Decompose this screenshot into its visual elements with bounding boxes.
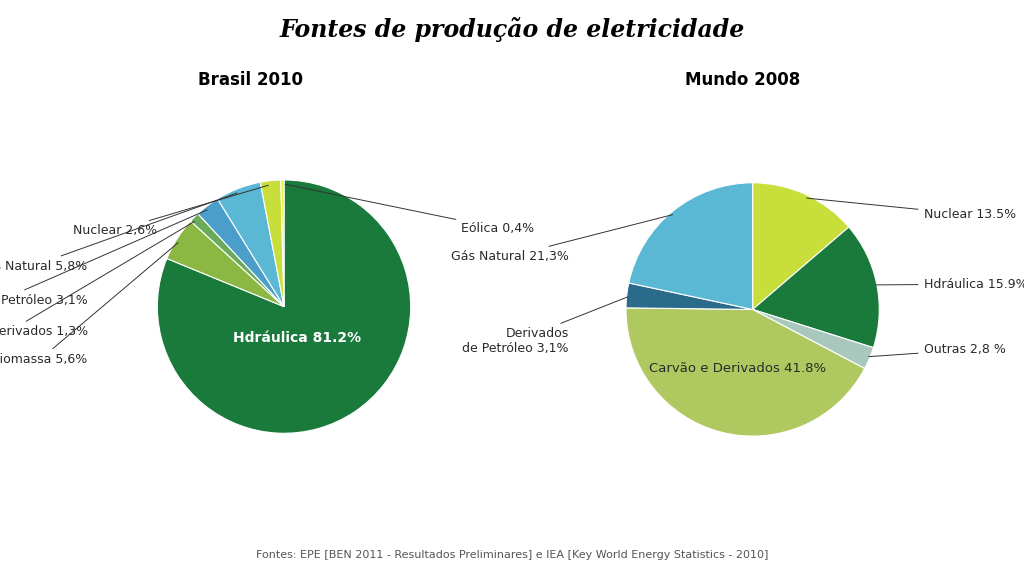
Wedge shape [190,214,284,307]
Text: Carvão e Derivados 1,3%: Carvão e Derivados 1,3% [0,221,195,339]
Wedge shape [167,221,284,307]
Text: Biomassa 5,6%: Biomassa 5,6% [0,242,178,366]
Text: Nuclear 13.5%: Nuclear 13.5% [807,198,1016,221]
Text: Derivados de Petróleo 3,1%: Derivados de Petróleo 3,1% [0,210,207,307]
Wedge shape [198,199,284,307]
Wedge shape [629,183,753,310]
Wedge shape [753,227,880,348]
Wedge shape [217,182,284,307]
Wedge shape [626,283,753,310]
Wedge shape [626,308,864,436]
Text: Outras 2,8 %: Outras 2,8 % [868,344,1006,357]
Wedge shape [753,310,873,369]
Wedge shape [158,180,411,433]
Text: Carvão e Derivados 41.8%: Carvão e Derivados 41.8% [649,362,826,375]
Wedge shape [281,180,284,307]
Wedge shape [260,180,284,307]
Text: Fontes de produção de eletricidade: Fontes de produção de eletricidade [280,17,744,42]
Text: Hdráulica 81.2%: Hdráulica 81.2% [232,331,360,345]
Text: Derivados
de Petróleo 3,1%: Derivados de Petróleo 3,1% [463,297,628,355]
Text: Eólica 0,4%: Eólica 0,4% [286,184,535,234]
Text: Fontes: EPE [BEN 2011 - Resultados Preliminares] e IEA [Key World Energy Statist: Fontes: EPE [BEN 2011 - Resultados Preli… [256,550,768,560]
Text: Mundo 2008: Mundo 2008 [685,71,800,89]
Text: Gás Natural 21,3%: Gás Natural 21,3% [452,215,673,263]
Wedge shape [753,183,849,310]
Text: Hdráulica 15.9%: Hdráulica 15.9% [876,278,1024,291]
Text: Gás Natural 5,8%: Gás Natural 5,8% [0,193,237,273]
Text: Nuclear 2,6%: Nuclear 2,6% [74,185,268,237]
Text: Brasil 2010: Brasil 2010 [199,71,303,89]
